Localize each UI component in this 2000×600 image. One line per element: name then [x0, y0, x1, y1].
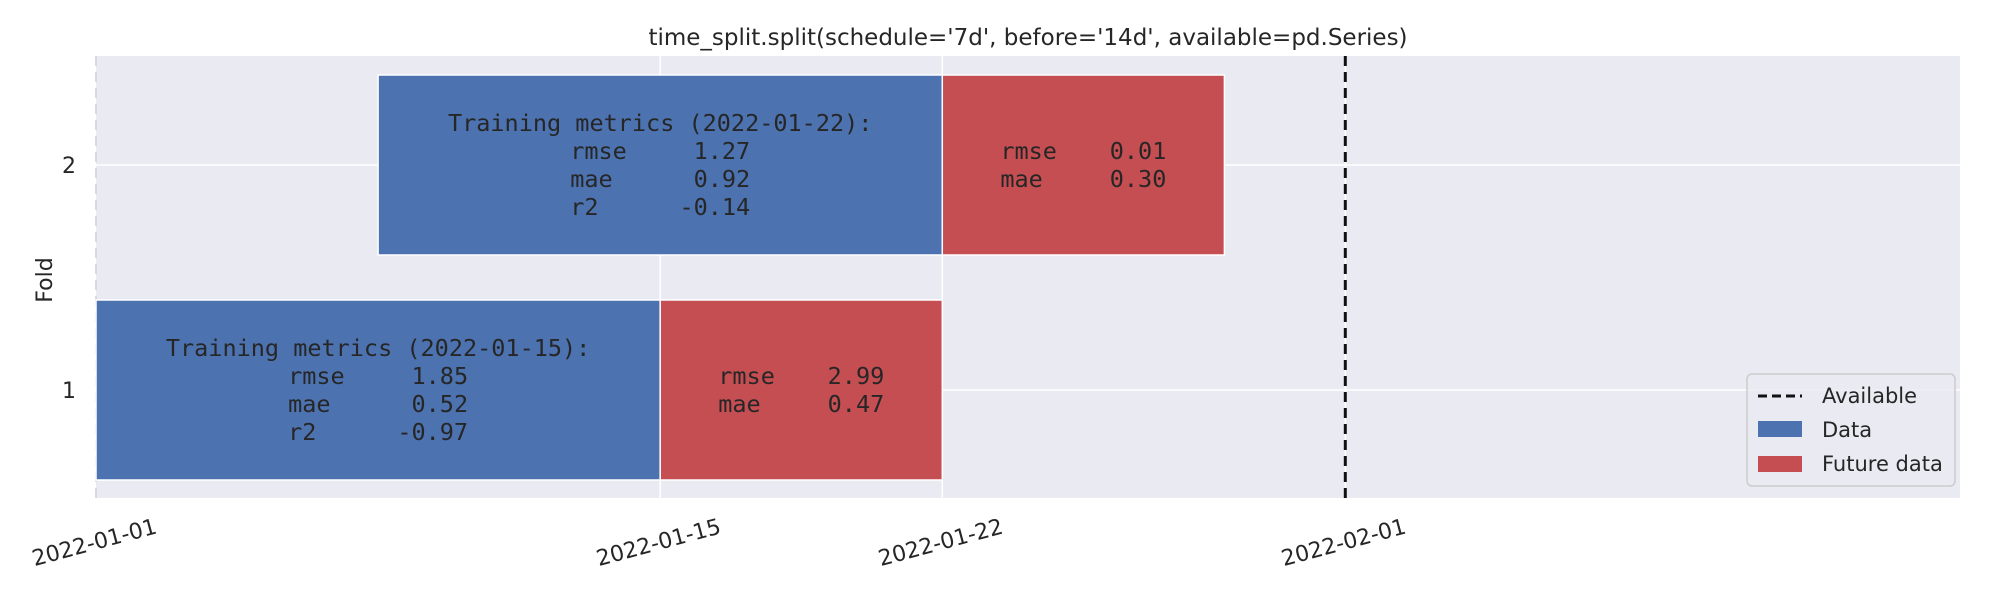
training-metric-name: mae — [570, 165, 612, 193]
future-metric-value: 0.01 — [1110, 137, 1167, 165]
training-metric-value: -0.14 — [679, 193, 750, 221]
legend-label-future-data: Future data — [1822, 452, 1943, 476]
data-bar — [95, 299, 661, 481]
fold-bars — [95, 74, 1226, 481]
training-metric-name: rmse — [288, 362, 345, 390]
future-data-bar — [941, 74, 1226, 256]
future-metric-name: mae — [1000, 165, 1042, 193]
data-bar — [377, 74, 944, 256]
training-metric-value: 0.92 — [694, 165, 751, 193]
future-metric-value: 0.30 — [1110, 165, 1167, 193]
future-metric-name: rmse — [718, 362, 775, 390]
legend-label-data: Data — [1822, 418, 1872, 442]
legend: Available Data Future data — [1746, 373, 1956, 487]
training-metric-value: 0.52 — [412, 390, 469, 418]
x-tick-label: 2022-02-01 — [1279, 515, 1409, 572]
legend-data-swatch — [1758, 421, 1802, 437]
training-metric-name: mae — [288, 390, 330, 418]
future-metric-name: mae — [718, 390, 760, 418]
chart-title: time_split.split(schedule='7d', before='… — [648, 25, 1407, 51]
y-tick-labels: 12 — [62, 154, 76, 404]
y-tick-label: 1 — [62, 379, 76, 404]
y-axis-label: Fold — [33, 257, 58, 302]
y-tick-label: 2 — [62, 154, 76, 179]
future-metric-value: 2.99 — [828, 362, 885, 390]
x-tick-label: 2022-01-22 — [876, 515, 1006, 572]
training-metric-value: -0.97 — [397, 418, 468, 446]
training-metrics-header: Training metrics (2022-01-15): — [166, 334, 590, 362]
legend-future-swatch — [1758, 456, 1802, 472]
training-metric-name: r2 — [288, 418, 316, 446]
training-metric-value: 1.27 — [694, 137, 751, 165]
training-metrics-header: Training metrics (2022-01-22): — [448, 109, 872, 137]
future-metric-value: 0.47 — [828, 390, 885, 418]
training-metric-name: rmse — [570, 137, 627, 165]
x-tick-label: 2022-01-01 — [30, 515, 160, 572]
future-metric-name: rmse — [1000, 137, 1057, 165]
x-tick-label: 2022-01-15 — [594, 515, 724, 572]
metric-labels: Training metrics (2022-01-15):rmse 1.85ma… — [166, 109, 1166, 446]
training-metric-name: r2 — [570, 193, 598, 221]
x-tick-labels: 2022-01-01 2022-01-15 2022-01-22 2022-02-01 — [30, 515, 1409, 572]
training-metric-value: 1.85 — [412, 362, 469, 390]
legend-label-available: Available — [1822, 384, 1917, 408]
future-data-bar — [659, 299, 944, 481]
